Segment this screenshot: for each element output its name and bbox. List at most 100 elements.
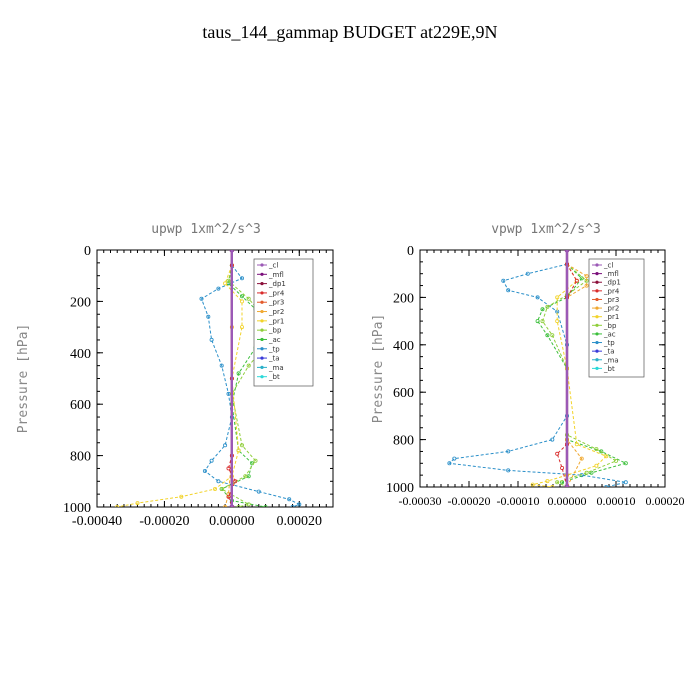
series-point: [216, 479, 221, 484]
series-point: [115, 505, 120, 507]
legend: _cl_mfl_dp1_pr4_pr3_pr2_pr1_bp_ac_tp_ta_…: [588, 258, 645, 378]
series-point: [239, 299, 244, 304]
legend-label: _pr1: [603, 313, 619, 321]
y-tick-label: 400: [70, 347, 91, 362]
legend-label: _dp1: [268, 280, 286, 288]
y-tick-label: 1000: [63, 501, 91, 516]
x-tick-label: 0.00020: [646, 494, 685, 508]
chart-panel-2: vpwp 1xm^2/s^3 Pressure [hPa] 0 200 400 600 80…: [371, 222, 685, 508]
legend-label: _tp: [603, 339, 615, 347]
legend-marker: [260, 328, 264, 332]
legend-label: _cl: [603, 262, 613, 270]
legend-box: [253, 258, 314, 387]
chart-panel-1: upwp 1xm^2/s^3 Pressure [hPa] 0 200 400 600 80…: [16, 222, 334, 529]
series-point: [540, 319, 545, 324]
series-point: [239, 325, 244, 330]
series-point: [574, 278, 579, 283]
legend-box: [588, 258, 645, 378]
y-tick-label: 0: [407, 244, 414, 259]
legend-label: _pr2: [603, 305, 619, 313]
series-point: [226, 278, 231, 283]
series-point: [555, 295, 560, 300]
legend-marker: [595, 366, 599, 370]
series-point: [452, 456, 457, 461]
legend-marker: [260, 282, 264, 286]
series-point: [246, 363, 251, 368]
series-point: [506, 468, 511, 473]
x-tick-label: 0.00010: [597, 494, 636, 508]
series-point: [545, 304, 550, 309]
y-tick-label: 600: [393, 386, 414, 401]
y-tick-label: 600: [70, 398, 91, 413]
series-point: [239, 443, 244, 448]
series-point: [209, 458, 214, 463]
legend-label: _pr3: [268, 299, 284, 307]
legend-marker: [260, 291, 264, 295]
series-point: [287, 497, 292, 502]
series-point: [584, 283, 589, 288]
series-group: [447, 250, 628, 487]
x-tick-label: 0.00000: [548, 494, 587, 508]
legend-label: _pr1: [268, 317, 284, 325]
series-point: [219, 363, 224, 368]
legend-label: _cl: [268, 262, 278, 270]
series-line-pr1: [117, 265, 243, 507]
legend-label: _pr4: [268, 289, 285, 297]
series-point: [226, 466, 231, 471]
series-line-tp: [200, 265, 301, 507]
legend-marker: [260, 309, 264, 314]
series-point: [545, 333, 550, 338]
legend-marker: [260, 347, 264, 351]
legend-marker: [595, 272, 599, 276]
x-tick-label: -0.00020: [139, 514, 189, 529]
series-point: [604, 454, 609, 459]
legend-marker: [595, 349, 599, 353]
y-tick-label: 800: [393, 434, 414, 449]
x-tick-label: -0.00040: [72, 514, 122, 529]
series-point: [216, 286, 221, 291]
series-point: [229, 250, 235, 253]
chart-title: vpwp 1xm^2/s^3: [491, 222, 601, 237]
series-point: [574, 442, 579, 447]
series-point: [246, 502, 251, 507]
series-point: [447, 461, 452, 466]
legend-label: _ta: [268, 355, 280, 363]
legend: _cl_mfl_dp1_pr4_pr3_pr2_pr1_bp_ac_tp_ta_…: [253, 258, 314, 387]
legend-label: _pr3: [603, 296, 619, 304]
legend-label: _mfl: [268, 271, 284, 279]
series-point: [199, 296, 204, 301]
series-point: [223, 505, 228, 507]
series-point: [179, 494, 184, 499]
legend-label: _ac: [268, 336, 281, 344]
y-tick-label: 800: [70, 450, 91, 465]
legend-marker: [595, 323, 599, 327]
legend-label: _bp: [268, 327, 282, 335]
series-point: [135, 501, 140, 506]
series-line-pr2: [566, 263, 588, 487]
series-point: [530, 482, 535, 487]
x-tick-label: -0.00030: [399, 494, 442, 508]
series-point: [229, 504, 235, 507]
legend-marker: [595, 315, 599, 319]
series-point: [594, 447, 599, 452]
legend-marker: [260, 272, 264, 276]
series-point: [584, 274, 589, 279]
legend-marker: [595, 332, 599, 336]
series-point: [506, 449, 511, 454]
series-point: [579, 456, 584, 461]
series-point: [550, 437, 555, 442]
series-point: [506, 288, 511, 293]
series-point: [226, 494, 231, 499]
legend-marker: [595, 358, 599, 362]
legend-label: _ta: [603, 348, 615, 356]
legend-label: _bp: [603, 322, 617, 330]
series-point: [545, 479, 550, 484]
y-tick-label: 200: [393, 291, 414, 306]
series-point: [594, 463, 599, 468]
legend-label: _ma: [603, 356, 619, 364]
legend-marker: [260, 375, 264, 379]
legend-label: _tp: [268, 345, 280, 353]
series-point: [550, 485, 555, 487]
legend-marker: [595, 280, 599, 284]
